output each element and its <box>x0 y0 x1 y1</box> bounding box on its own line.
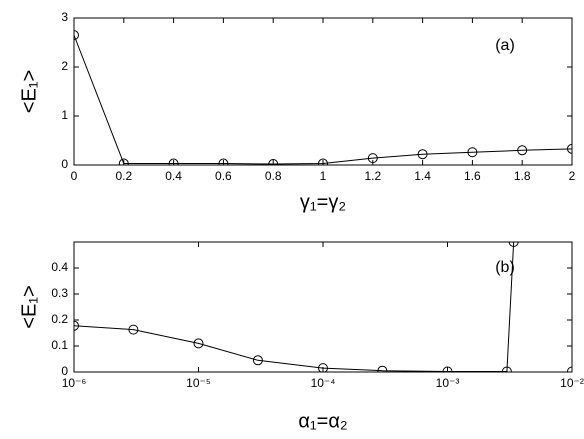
data-point <box>218 158 229 165</box>
x-tick-label: 10⁻⁴ <box>311 376 336 390</box>
x-tick-label: 1 <box>320 169 327 183</box>
data-point <box>252 355 263 366</box>
y-tick-label: 0 <box>61 157 68 171</box>
data-point <box>118 158 129 165</box>
data-point <box>417 149 428 160</box>
data-point <box>517 145 528 156</box>
annotation: (b) <box>495 259 515 276</box>
data-point <box>74 30 79 41</box>
x-tick-label: 10⁻² <box>560 376 584 390</box>
data-point <box>367 153 378 164</box>
x-tick-label: 1.2 <box>364 169 381 183</box>
y-tick-label: 0.4 <box>51 260 68 274</box>
x-axis-label: α₁=α₂ <box>298 410 347 432</box>
annotation: (a) <box>495 37 515 54</box>
y-tick-label: 0.1 <box>51 338 68 352</box>
data-point <box>318 158 328 165</box>
data-point <box>442 366 453 372</box>
data-point <box>128 324 139 335</box>
y-tick-label: 3 <box>61 10 68 24</box>
x-tick-label: 0.6 <box>215 169 232 183</box>
y-axis-label: <E₁> <box>18 70 40 113</box>
data-point <box>567 366 572 372</box>
x-tick-label: 10⁻³ <box>436 376 460 390</box>
x-tick-label: 10⁻⁵ <box>186 376 211 390</box>
y-tick-label: 0 <box>61 364 68 378</box>
data-point <box>508 242 519 247</box>
x-tick-label: 1.4 <box>414 169 431 183</box>
series-line <box>74 34 572 165</box>
data-point <box>193 338 204 349</box>
data-point <box>567 143 572 154</box>
x-axis-label: γ₁=γ₂ <box>300 191 346 213</box>
y-tick-label: 1 <box>61 108 68 122</box>
subplot: 0 1 2 3 0 0.2 0.4 0.6 0.8 1 1.2 1.4 1.6 1.8 2 γ₁=γ₂ <E₁>… <box>18 10 576 213</box>
x-tick-label: 10⁻⁶ <box>62 376 87 390</box>
x-tick-label: 1.8 <box>514 169 531 183</box>
y-tick-label: 0.2 <box>51 312 68 326</box>
y-axis-label: <E₁> <box>18 285 40 328</box>
data-point <box>467 147 478 158</box>
x-tick-label: 1.6 <box>464 169 481 183</box>
data-point <box>501 366 512 372</box>
subplot: 0 0.1 0.2 0.3 0.4 10⁻⁶ 10⁻⁵ 10⁻⁴ 10⁻³ 10⁻² α₁=α₂ <E… <box>18 241 584 432</box>
y-tick-label: 0.3 <box>51 286 68 300</box>
x-tick-label: 0 <box>71 169 78 183</box>
x-tick-label: 2 <box>569 169 576 183</box>
y-tick-label: 2 <box>61 59 68 73</box>
data-point <box>377 365 388 372</box>
data-point <box>74 320 79 331</box>
x-tick-label: 0.8 <box>265 169 282 183</box>
data-point <box>168 158 179 165</box>
x-tick-label: 0.2 <box>115 169 132 183</box>
data-point <box>318 363 328 372</box>
x-tick-label: 0.4 <box>165 169 182 183</box>
data-point <box>268 159 279 165</box>
